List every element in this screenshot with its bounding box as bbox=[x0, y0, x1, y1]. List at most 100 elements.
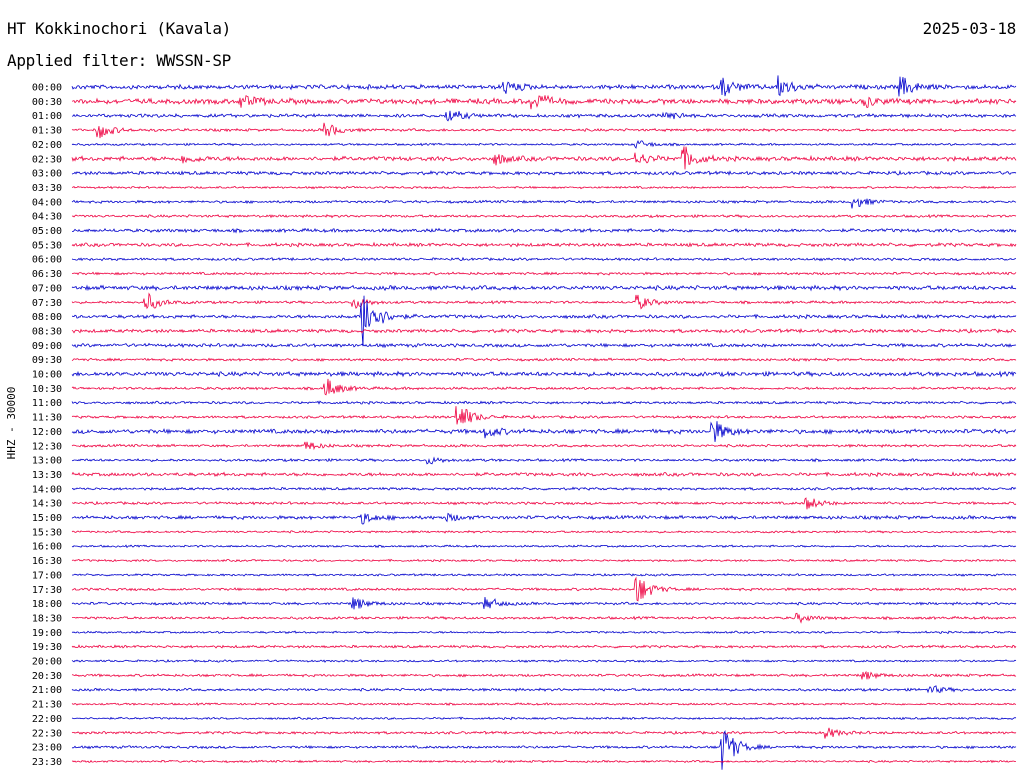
row-label-1200: 12:00 bbox=[32, 427, 62, 438]
trace-1830 bbox=[72, 612, 1017, 624]
trace-1300 bbox=[71, 456, 1017, 465]
row-label-0200: 02:00 bbox=[32, 140, 62, 151]
trace-1730 bbox=[71, 576, 1017, 602]
row-label-0300: 03:00 bbox=[32, 169, 62, 180]
trace-1630 bbox=[71, 558, 1017, 563]
row-label-2030: 20:30 bbox=[32, 671, 62, 682]
trace-2030 bbox=[71, 670, 1017, 680]
trace-0130 bbox=[71, 122, 1017, 139]
row-label-1430: 14:30 bbox=[32, 499, 62, 510]
row-label-1030: 10:30 bbox=[32, 384, 62, 395]
row-label-1130: 11:30 bbox=[32, 413, 62, 424]
row-label-1500: 15:00 bbox=[32, 513, 62, 524]
row-label-0230: 02:30 bbox=[32, 154, 62, 165]
trace-0500 bbox=[72, 227, 1017, 234]
trace-0700 bbox=[71, 284, 1017, 292]
row-label-1530: 15:30 bbox=[32, 527, 62, 538]
row-label-0930: 09:30 bbox=[32, 355, 62, 366]
row-label-1730: 17:30 bbox=[32, 585, 62, 596]
row-label-0000: 00:00 bbox=[32, 83, 62, 94]
trace-1500 bbox=[71, 512, 1017, 525]
trace-1700 bbox=[71, 572, 1017, 577]
row-label-0030: 00:30 bbox=[32, 97, 62, 108]
row-label-1330: 13:30 bbox=[32, 470, 62, 481]
trace-0300 bbox=[71, 169, 1017, 176]
row-label-1900: 19:00 bbox=[32, 628, 62, 639]
row-label-2300: 23:00 bbox=[32, 743, 62, 754]
row-label-1400: 14:00 bbox=[32, 484, 62, 495]
trace-2230 bbox=[71, 727, 1017, 739]
trace-2000 bbox=[71, 659, 1017, 663]
row-label-2000: 20:00 bbox=[32, 657, 62, 668]
row-label-group: 00:00 00:30 01:00 01:30 02:00 02:30 03:00 03:30… bbox=[32, 83, 62, 768]
trace-0030 bbox=[71, 94, 1017, 110]
trace-2330 bbox=[71, 759, 1016, 764]
row-label-1230: 12:30 bbox=[32, 441, 62, 452]
trace-0530 bbox=[71, 241, 1017, 248]
row-label-2130: 21:30 bbox=[32, 700, 62, 711]
row-label-0730: 07:30 bbox=[32, 298, 62, 309]
trace-0900 bbox=[71, 342, 1017, 349]
date-label: 2025-03-18 bbox=[922, 19, 1017, 38]
trace-1000 bbox=[71, 370, 1017, 378]
row-label-1630: 16:30 bbox=[32, 556, 62, 567]
row-label-1300: 13:00 bbox=[32, 456, 62, 467]
trace-1100 bbox=[71, 400, 1017, 405]
row-label-0500: 05:00 bbox=[32, 226, 62, 237]
trace-1800 bbox=[71, 596, 1017, 610]
station-title: HT Kokkinochori (Kavala) bbox=[7, 19, 231, 38]
row-label-0600: 06:00 bbox=[32, 255, 62, 266]
trace-group bbox=[71, 75, 1017, 770]
row-label-0530: 05:30 bbox=[32, 240, 62, 251]
trace-0800 bbox=[71, 295, 1017, 347]
trace-0930 bbox=[71, 357, 1017, 362]
filter-label: Applied filter: WWSSN-SP bbox=[7, 51, 231, 70]
trace-1130 bbox=[71, 406, 1017, 425]
trace-0600 bbox=[71, 256, 1017, 262]
row-label-1830: 18:30 bbox=[32, 613, 62, 624]
row-label-0800: 08:00 bbox=[32, 312, 62, 323]
trace-0730 bbox=[71, 292, 1017, 310]
trace-0430 bbox=[71, 213, 1017, 219]
row-label-2230: 22:30 bbox=[32, 728, 62, 739]
trace-1930 bbox=[71, 644, 1017, 649]
row-label-1700: 17:00 bbox=[32, 570, 62, 581]
row-label-1930: 19:30 bbox=[32, 642, 62, 653]
row-label-0900: 09:00 bbox=[32, 341, 62, 352]
trace-0100 bbox=[71, 110, 1017, 122]
row-label-0430: 04:30 bbox=[32, 212, 62, 223]
trace-1200 bbox=[71, 421, 1017, 442]
trace-1430 bbox=[71, 497, 1017, 510]
row-label-1600: 16:00 bbox=[32, 542, 62, 553]
trace-2300 bbox=[71, 730, 1017, 770]
row-label-0330: 03:30 bbox=[32, 183, 62, 194]
trace-1030 bbox=[71, 378, 1017, 396]
trace-0200 bbox=[71, 139, 1017, 149]
trace-2200 bbox=[71, 716, 1017, 721]
row-label-1000: 10:00 bbox=[32, 370, 62, 381]
row-label-0700: 07:00 bbox=[32, 283, 62, 294]
row-label-2200: 22:00 bbox=[32, 714, 62, 725]
trace-1330 bbox=[71, 471, 1017, 478]
trace-0000 bbox=[71, 75, 1017, 97]
trace-1230 bbox=[71, 441, 1017, 451]
row-label-0400: 04:00 bbox=[32, 197, 62, 208]
trace-0830 bbox=[71, 327, 1017, 334]
trace-0330 bbox=[71, 185, 1017, 190]
row-label-2100: 21:00 bbox=[32, 685, 62, 696]
row-label-2330: 23:30 bbox=[32, 757, 62, 768]
trace-0230 bbox=[71, 146, 1017, 170]
row-label-0100: 01:00 bbox=[32, 111, 62, 122]
trace-1900 bbox=[71, 630, 1017, 635]
trace-0400 bbox=[71, 198, 1017, 209]
row-label-1800: 18:00 bbox=[32, 599, 62, 610]
trace-2130 bbox=[71, 702, 1017, 707]
row-label-0130: 01:30 bbox=[32, 126, 62, 137]
row-label-0830: 08:30 bbox=[32, 326, 62, 337]
y-axis-label: HHZ - 30000 bbox=[5, 387, 18, 460]
trace-0630 bbox=[71, 271, 1017, 276]
trace-1530 bbox=[71, 529, 1017, 534]
trace-1600 bbox=[71, 544, 1017, 549]
row-label-1100: 11:00 bbox=[32, 398, 62, 409]
